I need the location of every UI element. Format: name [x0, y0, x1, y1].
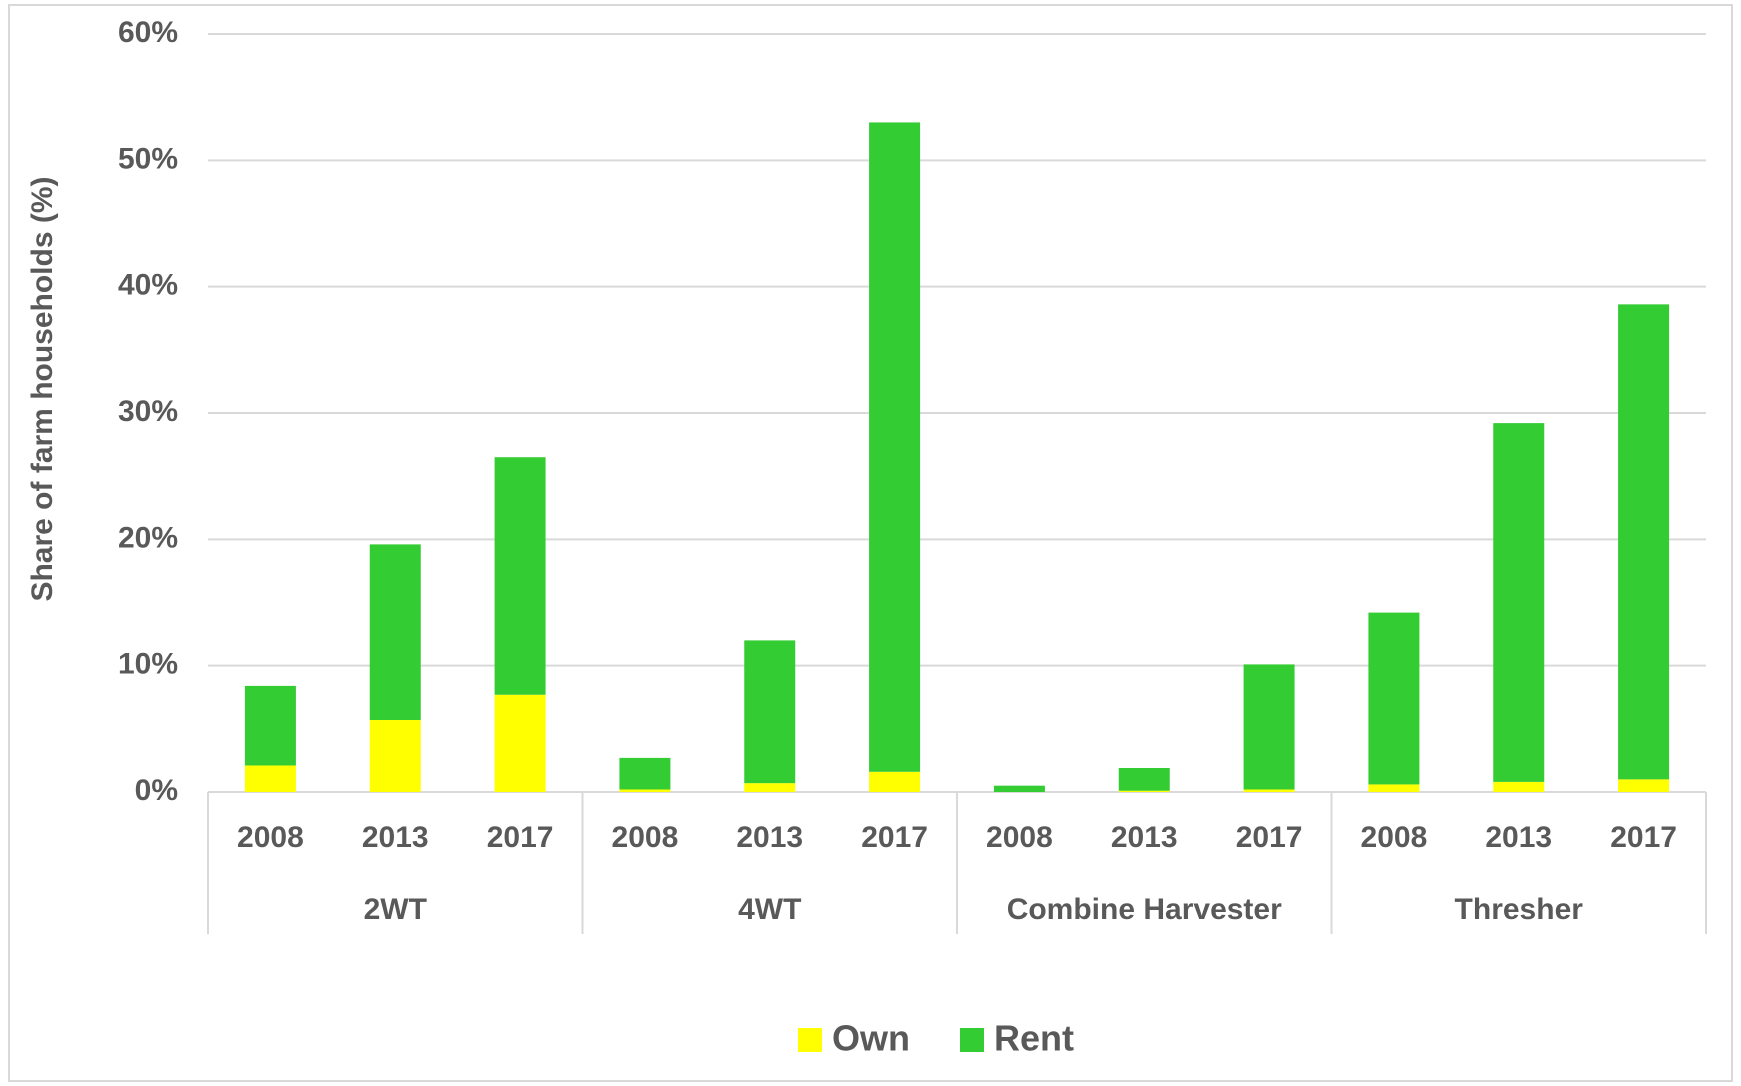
bar-segment	[1118, 790, 1170, 792]
bar-segment	[494, 457, 546, 695]
group-label: 2WT	[364, 893, 427, 926]
bar-segment	[869, 771, 921, 792]
x-tick-label: 2017	[861, 821, 928, 854]
bar-segment	[244, 765, 296, 792]
group-label: 4WT	[738, 893, 801, 926]
bar-segment	[1368, 612, 1420, 785]
bar-segment	[1618, 779, 1670, 792]
bar-segment	[1243, 664, 1295, 790]
x-tick-label: 2013	[1485, 821, 1552, 854]
bar-segment	[993, 785, 1045, 792]
group-label: Combine Harvester	[1007, 893, 1282, 926]
legend-swatch	[960, 1028, 984, 1052]
bar-segment	[1118, 767, 1170, 791]
legend-swatch	[798, 1028, 822, 1052]
x-tick-label: 2008	[1361, 821, 1428, 854]
bar-segment	[619, 757, 671, 790]
bar-segment	[369, 719, 421, 792]
x-tick-label: 2008	[986, 821, 1053, 854]
bar-segment	[1493, 781, 1545, 792]
x-tick-label: 2008	[237, 821, 304, 854]
bar-segment	[494, 694, 546, 792]
y-tick-label: 50%	[118, 142, 178, 175]
bar-segment	[744, 783, 796, 792]
bar-segment	[369, 544, 421, 720]
group-label: Thresher	[1455, 893, 1584, 926]
x-tick-label: 2013	[362, 821, 429, 854]
y-tick-label: 20%	[118, 521, 178, 554]
x-tick-label: 2017	[1236, 821, 1303, 854]
y-tick-label: 40%	[118, 269, 178, 302]
x-tick-label: 2013	[736, 821, 803, 854]
x-tick-label: 2008	[612, 821, 679, 854]
bar-segment	[1368, 784, 1420, 792]
x-tick-label: 2013	[1111, 821, 1178, 854]
legend-label: Rent	[994, 1018, 1074, 1059]
bar-segment	[869, 122, 921, 772]
y-tick-label: 30%	[118, 395, 178, 428]
y-axis-label: Share of farm households (%)	[26, 176, 59, 601]
legend-label: Own	[832, 1018, 910, 1059]
x-tick-label: 2017	[487, 821, 554, 854]
bar-segment	[1618, 304, 1670, 780]
y-tick-label: 60%	[118, 16, 178, 49]
y-tick-label: 0%	[135, 774, 178, 807]
bar-segment	[744, 640, 796, 784]
x-tick-label: 2017	[1610, 821, 1677, 854]
bar-segment	[244, 685, 296, 766]
bar-segment	[1243, 789, 1295, 792]
bar-segment	[619, 789, 671, 792]
y-tick-label: 10%	[118, 648, 178, 681]
bar-segment	[1493, 423, 1545, 782]
